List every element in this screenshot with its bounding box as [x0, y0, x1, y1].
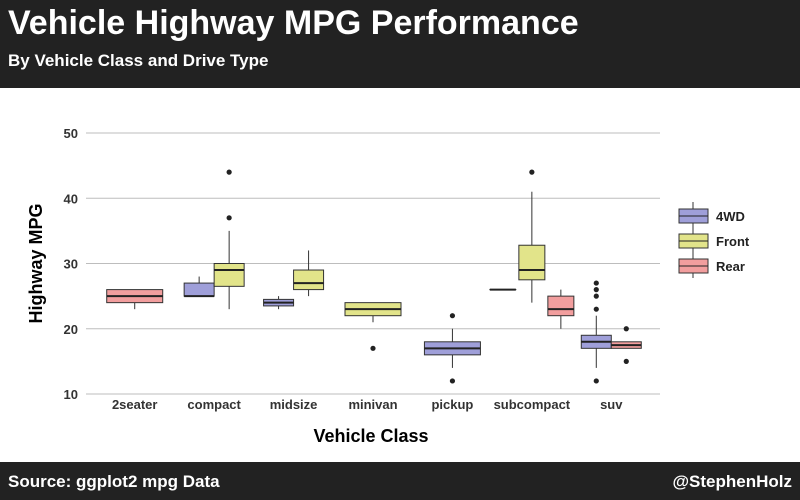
box-body	[547, 295, 575, 317]
outlier-point	[529, 169, 535, 175]
outlier-point	[593, 306, 599, 312]
outlier-point	[226, 215, 232, 221]
x-tick-label: suv	[600, 397, 623, 412]
y-axis-title: Highway MPG	[26, 203, 46, 323]
box-body	[183, 282, 215, 297]
outlier-point	[449, 378, 456, 384]
box-body	[213, 263, 245, 287]
chart-subtitle: By Vehicle Class and Drive Type	[8, 51, 269, 70]
y-tick-label: 10	[64, 387, 78, 402]
outlier-point	[593, 378, 599, 384]
outlier-point	[370, 345, 376, 351]
x-tick-label: midsize	[270, 397, 318, 412]
box-body	[293, 269, 325, 291]
author-handle: @StephenHolz	[672, 472, 792, 491]
legend-label: Front	[716, 234, 750, 249]
legend-label: Rear	[716, 259, 745, 274]
y-tick-label: 40	[64, 191, 78, 206]
outlier-point	[593, 287, 599, 293]
footer-band: Source: ggplot2 mpg Data @StephenHolz	[0, 462, 800, 500]
y-tick-label: 20	[64, 322, 78, 337]
x-tick-label: subcompact	[494, 397, 571, 412]
outlier-point	[449, 313, 456, 319]
outlier-point	[623, 326, 629, 332]
header-band: Vehicle Highway MPG Performance By Vehic…	[0, 0, 800, 88]
legend-label: 4WD	[716, 209, 745, 224]
outlier-point	[226, 169, 232, 175]
outlier-point	[593, 280, 599, 286]
chart-title: Vehicle Highway MPG Performance	[8, 4, 579, 42]
outlier-point	[623, 358, 629, 364]
boxplot-chart: 10 20 30 40 50 2seater compact midsize minivan pi…	[26, 126, 750, 446]
y-tick-label: 50	[64, 126, 78, 141]
y-tick-label: 30	[64, 257, 78, 272]
outlier-point	[593, 293, 599, 299]
x-axis-title: Vehicle Class	[313, 426, 428, 446]
x-tick-label: pickup	[431, 397, 473, 412]
x-tick-label: minivan	[348, 397, 397, 412]
x-tick-label: compact	[187, 397, 241, 412]
source-caption: Source: ggplot2 mpg Data	[8, 472, 220, 491]
x-tick-label: 2seater	[112, 397, 158, 412]
box-body	[518, 244, 546, 281]
